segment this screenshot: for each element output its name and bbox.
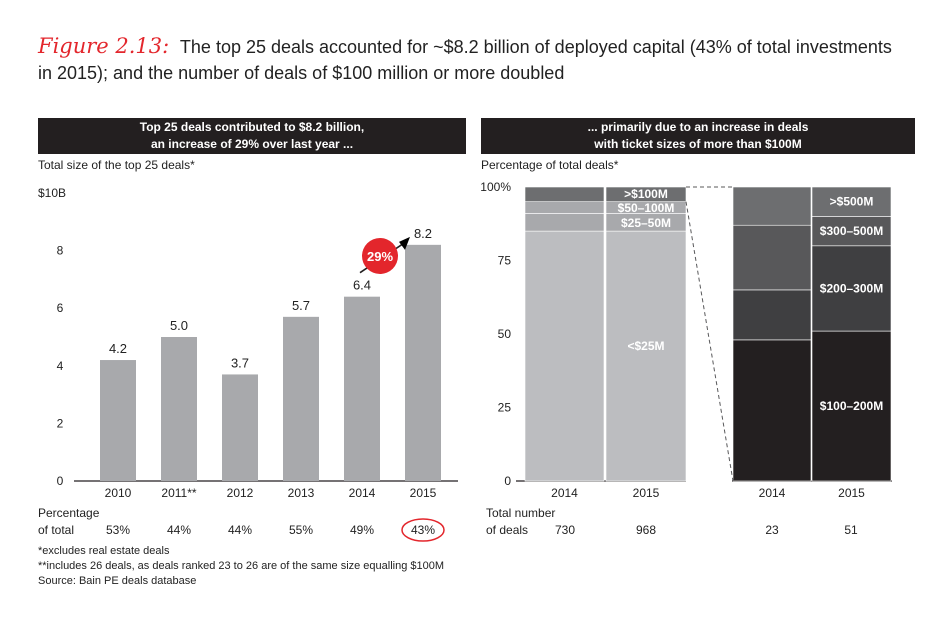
right-chart-subtitle: Percentage of total deals* — [481, 158, 619, 172]
left-panel-header: Top 25 deals contributed to $8.2 billion… — [38, 118, 466, 154]
figure-title-line1: The top 25 deals accounted for ~$8.2 bil… — [179, 37, 892, 57]
segment-label: $300–500M — [820, 224, 883, 238]
percentage-of-total-value: 55% — [289, 523, 313, 537]
right-y-tick: 0 — [504, 474, 511, 488]
bar-2015 — [405, 244, 441, 481]
large-deals-x-tick: 2014 — [759, 486, 786, 500]
right-y-tick: 50 — [498, 327, 512, 341]
total-deals-value: 23 — [765, 523, 779, 537]
percentage-of-total-value: 53% — [106, 523, 130, 537]
total-deals-value: 51 — [844, 523, 858, 537]
figure-label: Figure 2.13: — [38, 34, 170, 58]
all-deals-segment--100m — [524, 186, 605, 202]
bar-value-label: 5.7 — [292, 298, 310, 313]
right-y-tick: 75 — [498, 254, 512, 268]
all-deals-segment--50-100m — [524, 201, 605, 214]
left-y-tick: 6 — [57, 301, 64, 315]
bar-2013 — [283, 316, 319, 481]
footnote-2: **includes 26 deals, as deals ranked 23 … — [38, 560, 445, 572]
deals-label-line1: Total number — [486, 506, 556, 520]
growth-badge-label: 29% — [367, 249, 393, 264]
growth-badge — [362, 238, 398, 274]
connector-bottom — [685, 201, 734, 482]
all-deals-segment--25m — [524, 230, 605, 482]
x-tick-label: 2012 — [227, 486, 254, 500]
total-deals-value: 968 — [636, 523, 656, 537]
x-tick-label: 2015 — [410, 486, 437, 500]
left-y-tick: 8 — [57, 244, 64, 258]
percentage-of-total-value: 49% — [350, 523, 374, 537]
bar-value-label: 8.2 — [414, 226, 432, 241]
percentage-of-total-value: 43% — [411, 523, 435, 537]
pct-label-line1: Percentage — [38, 506, 100, 520]
all-deals-x-tick: 2015 — [633, 486, 660, 500]
left-chart-subtitle: Total size of the top 25 deals* — [38, 158, 195, 172]
large-deals-segment--500m — [732, 186, 812, 226]
bar-value-label: 3.7 — [231, 355, 249, 370]
figure-title-line2: in 2015); and the number of deals of $10… — [38, 63, 565, 83]
right-header-line2: with ticket sizes of more than $100M — [594, 137, 802, 151]
segment-label: $25–50M — [621, 216, 671, 230]
segment-label: >$100M — [624, 187, 668, 201]
left-y-tick: 2 — [57, 416, 64, 430]
large-deals-segment--100-200m — [811, 330, 892, 482]
all-deals-segment--25m — [605, 230, 687, 482]
bar-value-label: 5.0 — [170, 318, 188, 333]
bar-2011 — [161, 337, 197, 481]
total-deals-value: 730 — [555, 523, 575, 537]
all-deals-segment--100m — [605, 186, 687, 202]
pct-label-line2: of total — [38, 523, 75, 537]
x-tick-label: 2010 — [105, 486, 132, 500]
footnote-source: Source: Bain PE deals database — [38, 575, 197, 587]
segment-label: >$500M — [830, 195, 874, 209]
large-deals-segment--200-300m — [811, 245, 892, 332]
segment-label: $200–300M — [820, 281, 883, 295]
bar-value-label: 6.4 — [353, 278, 371, 293]
large-deals-segment--300-500m — [732, 224, 812, 291]
large-deals-segment--500m — [811, 186, 892, 217]
left-header-line2: an increase of 29% over last year ... — [150, 137, 354, 151]
right-y-tick: 25 — [498, 401, 512, 415]
segment-label: $50–100M — [618, 201, 675, 215]
highlight-ring — [401, 518, 445, 542]
large-deals-segment--300-500m — [811, 216, 892, 247]
segment-label: $100–200M — [820, 399, 883, 413]
all-deals-segment--25-50m — [524, 213, 605, 232]
left-y-tick: 4 — [57, 359, 64, 373]
segment-label: <$25M — [627, 339, 664, 353]
right-panel-header: ... primarily due to an increase in deal… — [481, 118, 915, 154]
x-tick-label: 2013 — [288, 486, 315, 500]
percentage-of-total-value: 44% — [228, 523, 252, 537]
percentage-of-total-value: 44% — [167, 523, 191, 537]
figure-title: Figure 2.13: The top 25 deals accounted … — [38, 33, 938, 86]
all-deals-x-tick: 2014 — [551, 486, 578, 500]
left-y-tick: $10B — [38, 186, 66, 200]
x-tick-label: 2014 — [349, 486, 376, 500]
right-y-tick: 100% — [480, 180, 511, 194]
right-header-line1: ... primarily due to an increase in deal… — [587, 120, 809, 134]
left-y-tick: 0 — [57, 474, 64, 488]
large-deals-segment--100-200m — [732, 339, 812, 482]
growth-arrow-head — [399, 236, 410, 250]
large-deals-x-tick: 2015 — [838, 486, 865, 500]
bar-2014 — [344, 296, 380, 481]
deals-label-line2: of deals — [486, 523, 529, 537]
x-tick-label: 2011** — [161, 486, 196, 500]
left-header-line1: Top 25 deals contributed to $8.2 billion… — [139, 120, 365, 134]
footnote-1: *excludes real estate deals — [38, 545, 170, 557]
bar-2010 — [100, 360, 136, 481]
large-deals-segment--200-300m — [732, 289, 812, 341]
bar-2012 — [222, 374, 258, 481]
bar-value-label: 4.2 — [109, 341, 127, 356]
